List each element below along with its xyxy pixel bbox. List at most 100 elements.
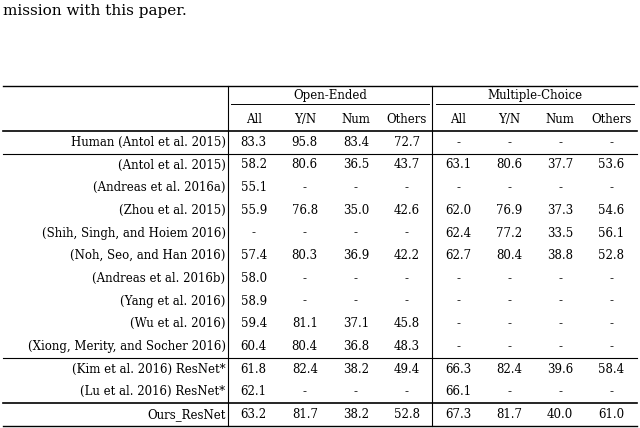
Text: 33.5: 33.5 xyxy=(547,226,573,240)
Text: Multiple-Choice: Multiple-Choice xyxy=(487,89,582,102)
Text: 58.0: 58.0 xyxy=(241,272,267,285)
Text: 67.3: 67.3 xyxy=(445,408,471,421)
Text: 66.3: 66.3 xyxy=(445,363,471,376)
Text: -: - xyxy=(609,294,613,308)
Text: Open-Ended: Open-Ended xyxy=(293,89,367,102)
Text: 62.1: 62.1 xyxy=(241,385,267,398)
Text: -: - xyxy=(456,340,460,353)
Text: 55.1: 55.1 xyxy=(241,181,267,194)
Text: -: - xyxy=(507,272,511,285)
Text: 72.7: 72.7 xyxy=(394,136,420,149)
Text: 36.8: 36.8 xyxy=(343,340,369,353)
Text: -: - xyxy=(558,294,562,308)
Text: 58.2: 58.2 xyxy=(241,158,267,172)
Text: -: - xyxy=(507,340,511,353)
Text: 45.8: 45.8 xyxy=(394,317,420,330)
Text: -: - xyxy=(507,181,511,194)
Text: 56.1: 56.1 xyxy=(598,226,625,240)
Text: 61.0: 61.0 xyxy=(598,408,625,421)
Text: 35.0: 35.0 xyxy=(342,204,369,217)
Text: 39.6: 39.6 xyxy=(547,363,573,376)
Text: -: - xyxy=(303,272,307,285)
Text: 49.4: 49.4 xyxy=(394,363,420,376)
Text: -: - xyxy=(456,181,460,194)
Text: -: - xyxy=(609,136,613,149)
Text: All: All xyxy=(246,113,262,126)
Text: (Andreas et al. 2016a): (Andreas et al. 2016a) xyxy=(93,181,225,194)
Text: -: - xyxy=(303,385,307,398)
Text: -: - xyxy=(354,226,358,240)
Text: Y/N: Y/N xyxy=(498,113,520,126)
Text: 61.8: 61.8 xyxy=(241,363,267,376)
Text: 62.0: 62.0 xyxy=(445,204,471,217)
Text: 42.6: 42.6 xyxy=(394,204,420,217)
Text: -: - xyxy=(303,181,307,194)
Text: (Lu et al. 2016) ResNet*: (Lu et al. 2016) ResNet* xyxy=(81,385,225,398)
Text: Y/N: Y/N xyxy=(294,113,316,126)
Text: 58.4: 58.4 xyxy=(598,363,625,376)
Text: (Xiong, Merity, and Socher 2016): (Xiong, Merity, and Socher 2016) xyxy=(28,340,225,353)
Text: 36.5: 36.5 xyxy=(342,158,369,172)
Text: -: - xyxy=(303,294,307,308)
Text: 52.8: 52.8 xyxy=(598,249,624,262)
Text: 58.9: 58.9 xyxy=(241,294,267,308)
Text: -: - xyxy=(456,317,460,330)
Text: -: - xyxy=(405,181,409,194)
Text: 48.3: 48.3 xyxy=(394,340,420,353)
Text: (Zhou et al. 2015): (Zhou et al. 2015) xyxy=(119,204,225,217)
Text: -: - xyxy=(354,385,358,398)
Text: 66.1: 66.1 xyxy=(445,385,471,398)
Text: 80.3: 80.3 xyxy=(292,249,318,262)
Text: 55.9: 55.9 xyxy=(241,204,267,217)
Text: (Antol et al. 2015): (Antol et al. 2015) xyxy=(118,158,225,172)
Text: -: - xyxy=(405,226,409,240)
Text: mission with this paper.: mission with this paper. xyxy=(3,4,187,18)
Text: Num: Num xyxy=(546,113,575,126)
Text: 52.8: 52.8 xyxy=(394,408,420,421)
Text: 59.4: 59.4 xyxy=(241,317,267,330)
Text: -: - xyxy=(507,385,511,398)
Text: 62.7: 62.7 xyxy=(445,249,471,262)
Text: 76.8: 76.8 xyxy=(292,204,318,217)
Text: 63.2: 63.2 xyxy=(241,408,267,421)
Text: 42.2: 42.2 xyxy=(394,249,420,262)
Text: -: - xyxy=(558,317,562,330)
Text: 38.8: 38.8 xyxy=(547,249,573,262)
Text: -: - xyxy=(609,385,613,398)
Text: 81.7: 81.7 xyxy=(496,408,522,421)
Text: 76.9: 76.9 xyxy=(496,204,522,217)
Text: 62.4: 62.4 xyxy=(445,226,471,240)
Text: 40.0: 40.0 xyxy=(547,408,573,421)
Text: -: - xyxy=(354,181,358,194)
Text: (Andreas et al. 2016b): (Andreas et al. 2016b) xyxy=(92,272,225,285)
Text: (Shih, Singh, and Hoiem 2016): (Shih, Singh, and Hoiem 2016) xyxy=(42,226,225,240)
Text: 95.8: 95.8 xyxy=(292,136,318,149)
Text: -: - xyxy=(456,136,460,149)
Text: Others: Others xyxy=(387,113,427,126)
Text: -: - xyxy=(405,294,409,308)
Text: 38.2: 38.2 xyxy=(343,408,369,421)
Text: Num: Num xyxy=(341,113,371,126)
Text: -: - xyxy=(252,226,255,240)
Text: 81.7: 81.7 xyxy=(292,408,317,421)
Text: Human (Antol et al. 2015): Human (Antol et al. 2015) xyxy=(70,136,225,149)
Text: 83.3: 83.3 xyxy=(241,136,267,149)
Text: -: - xyxy=(507,294,511,308)
Text: 82.4: 82.4 xyxy=(496,363,522,376)
Text: 83.4: 83.4 xyxy=(343,136,369,149)
Text: -: - xyxy=(558,385,562,398)
Text: -: - xyxy=(456,294,460,308)
Text: 57.4: 57.4 xyxy=(241,249,267,262)
Text: -: - xyxy=(558,272,562,285)
Text: 80.6: 80.6 xyxy=(292,158,318,172)
Text: -: - xyxy=(405,272,409,285)
Text: 37.1: 37.1 xyxy=(343,317,369,330)
Text: -: - xyxy=(558,181,562,194)
Text: 54.6: 54.6 xyxy=(598,204,625,217)
Text: 36.9: 36.9 xyxy=(342,249,369,262)
Text: -: - xyxy=(609,181,613,194)
Text: 60.4: 60.4 xyxy=(241,340,267,353)
Text: Ours_ResNet: Ours_ResNet xyxy=(147,408,225,421)
Text: 80.4: 80.4 xyxy=(496,249,522,262)
Text: -: - xyxy=(405,385,409,398)
